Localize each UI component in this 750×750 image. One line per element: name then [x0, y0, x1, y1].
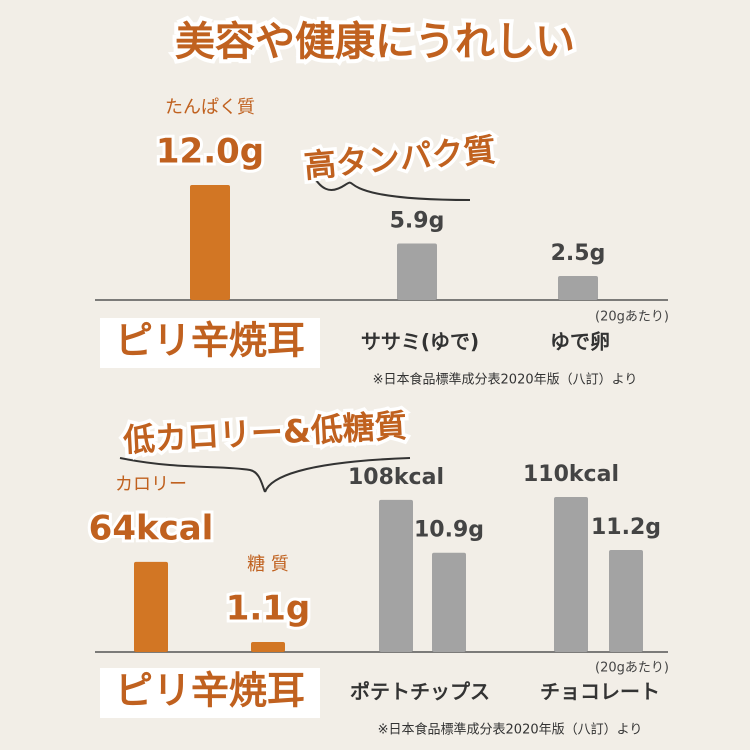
callout-line: [119, 457, 266, 493]
highlight-box: [100, 318, 320, 368]
value-label: 64kcal: [89, 508, 214, 548]
bar: [558, 276, 598, 300]
bar: [609, 550, 643, 652]
value-label: 2.5g: [551, 241, 606, 266]
series-name: カロリー: [115, 474, 187, 495]
category-label: ゆで卵: [550, 330, 610, 354]
bar: [432, 552, 466, 652]
highlight-box: [100, 668, 320, 718]
bar: [397, 243, 437, 300]
callout-line: [264, 457, 411, 493]
series-name: 糖 質: [247, 554, 289, 575]
value-label: 5.9g: [390, 208, 445, 233]
value-label: 12.0g: [156, 132, 264, 172]
title: 美容や健康にうれしい: [175, 19, 575, 65]
bar: [190, 185, 230, 300]
bar: [134, 561, 168, 652]
value-label: 110kcal: [523, 462, 619, 487]
value-label: 11.2g: [591, 515, 661, 540]
bar: [251, 641, 285, 652]
value-label: 108kcal: [348, 465, 444, 490]
callout-line: [309, 169, 471, 201]
category-label: ポテトチップス: [350, 680, 490, 704]
bar: [554, 497, 588, 652]
category-label: ピリ辛焼耳: [115, 669, 305, 713]
category-label: ピリ辛焼耳: [115, 319, 305, 363]
source: ※日本食品標準成分表2020年版（八訂）より: [378, 722, 643, 738]
source: ※日本食品標準成分表2020年版（八訂）より: [373, 372, 638, 388]
value-label: 10.9g: [414, 518, 484, 543]
series-name: たんぱく質: [165, 97, 255, 118]
value-label: 1.1g: [226, 588, 311, 628]
note: (20gあたり): [595, 661, 669, 676]
category-label: ササミ(ゆで): [361, 330, 479, 354]
bar: [379, 499, 413, 652]
note: (20gあたり): [595, 310, 669, 325]
category-label: チョコレート: [540, 680, 660, 704]
